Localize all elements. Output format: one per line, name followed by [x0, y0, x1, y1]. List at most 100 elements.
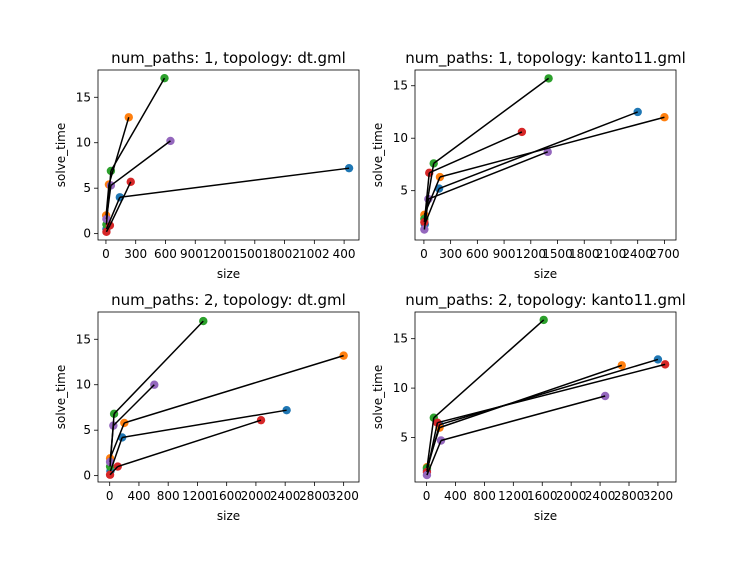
- x-axis-label: size: [217, 509, 240, 523]
- x-tick-label: 0: [423, 489, 431, 503]
- x-axis-label: size: [534, 267, 557, 281]
- x-tick-label: 2100: [596, 247, 627, 261]
- x-tick-label: 5001: [240, 247, 271, 261]
- x-tick-label: 2400: [622, 247, 653, 261]
- connector-line: [437, 363, 666, 424]
- x-tick-label: 900: [493, 247, 516, 261]
- connector-line: [122, 409, 287, 439]
- axes-frame: [414, 69, 677, 241]
- connector-line: [109, 425, 115, 463]
- chart-title: num_paths: 2, topology: dt.gml: [111, 291, 346, 310]
- chart-title: num_paths: 2, topology: kanto11.gml: [405, 291, 686, 310]
- connector-line: [433, 77, 550, 164]
- connector-line: [105, 185, 112, 220]
- x-tick-label: 2000: [241, 489, 272, 503]
- connector-line: [426, 440, 442, 476]
- x-tick-label: 1600: [527, 489, 558, 503]
- x-tick-label: 2000: [556, 489, 587, 503]
- x-tick-label: 2700: [649, 247, 680, 261]
- connector-line: [440, 395, 606, 442]
- x-tick-label: 0: [106, 489, 114, 503]
- x-tick-label: 2800: [614, 489, 645, 503]
- y-tick-label: 15: [76, 332, 91, 346]
- connector-line: [426, 422, 439, 473]
- y-tick-label: 10: [76, 378, 91, 392]
- data-point-series-5: [420, 225, 429, 234]
- y-tick-label: 10: [393, 131, 408, 145]
- x-axis-label: size: [217, 267, 240, 281]
- x-tick-label: 1200: [182, 489, 213, 503]
- connector-line: [433, 319, 545, 419]
- x-axis-label: size: [534, 509, 557, 523]
- chart-title: num_paths: 1, topology: kanto11.gml: [405, 49, 686, 68]
- x-tick-label: 1200: [516, 247, 547, 261]
- x-tick-label: 600: [154, 247, 177, 261]
- x-tick-label: 300: [439, 247, 462, 261]
- axes-frame: [97, 69, 360, 241]
- x-tick-label: 300: [124, 247, 147, 261]
- connector-line: [108, 117, 130, 185]
- data-point-series-2: [617, 361, 626, 370]
- x-tick-label: 9001: [180, 247, 211, 261]
- connector-line: [428, 151, 549, 200]
- y-tick-label: 15: [76, 90, 91, 104]
- y-tick-label: 5: [400, 184, 408, 198]
- x-tick-label: 1600: [211, 489, 242, 503]
- x-tick-label: 1500: [542, 247, 573, 261]
- y-tick-label: 0: [83, 469, 91, 483]
- y-axis-label: solve_time: [54, 123, 68, 188]
- data-point-series-1: [653, 355, 663, 364]
- y-tick-label: 10: [393, 381, 408, 395]
- x-tick-label: 0: [420, 247, 428, 261]
- y-tick-label: 0: [83, 227, 91, 241]
- y-tick-label: 15: [393, 332, 408, 346]
- connector-line: [109, 466, 119, 476]
- connector-line: [105, 225, 111, 233]
- x-tick-label: 400: [444, 489, 467, 503]
- x-tick-label: 3200: [328, 489, 359, 503]
- x-tick-label: 800: [473, 489, 496, 503]
- x-tick-label: 3200: [643, 489, 674, 503]
- connector-line: [113, 320, 204, 415]
- x-tick-label: 2400: [270, 489, 301, 503]
- x-tick-label: 800: [157, 489, 180, 503]
- connector-line: [110, 140, 171, 187]
- connector-line: [112, 384, 155, 427]
- y-tick-label: 10: [76, 136, 91, 150]
- connector-line: [109, 422, 126, 459]
- subplot-3: num_paths: 2, topology: dt.gml 0 400 800 120…: [54, 291, 360, 523]
- connector-line: [110, 77, 166, 172]
- x-tick-label: 400: [127, 489, 150, 503]
- connector-line: [424, 188, 440, 225]
- connector-line: [119, 167, 350, 199]
- connector-line: [439, 358, 659, 426]
- x-tick-label: 1002: [299, 247, 330, 261]
- subplot-2: num_paths: 1, topology: kanto11.gml 0 300 6…: [371, 49, 686, 281]
- y-axis-label: solve_time: [54, 365, 68, 430]
- connector-line: [428, 131, 523, 174]
- x-tick-label: 600: [466, 247, 489, 261]
- x-tick-label: 0: [102, 247, 110, 261]
- x-tick-label: 1800: [569, 247, 600, 261]
- connector-line: [124, 354, 344, 424]
- axes-frame: [414, 311, 677, 483]
- x-tick-label: 2001: [210, 247, 241, 261]
- y-axis-label: solve_time: [371, 365, 385, 430]
- connector-line: [439, 116, 665, 178]
- x-tick-label: 8002: [269, 247, 300, 261]
- x-tick-label: 1200: [498, 489, 529, 503]
- subplot-1: num_paths: 1, topology: dt.gml 0 300 600 900…: [54, 49, 360, 281]
- subplot-4: num_paths: 2, topology: kanto11.gml 0 400 8…: [371, 291, 686, 523]
- connector-line: [109, 181, 132, 226]
- y-tick-label: 15: [393, 79, 408, 93]
- connector-line: [439, 364, 623, 429]
- y-tick-label: 5: [400, 431, 408, 445]
- connector-line: [109, 437, 123, 472]
- y-axis-label: solve_time: [371, 123, 385, 188]
- y-tick-label: 5: [83, 423, 91, 437]
- chart-title: num_paths: 1, topology: dt.gml: [111, 49, 346, 68]
- y-tick-label: 5: [83, 181, 91, 195]
- connector-line: [117, 419, 262, 468]
- connector-line: [426, 417, 435, 469]
